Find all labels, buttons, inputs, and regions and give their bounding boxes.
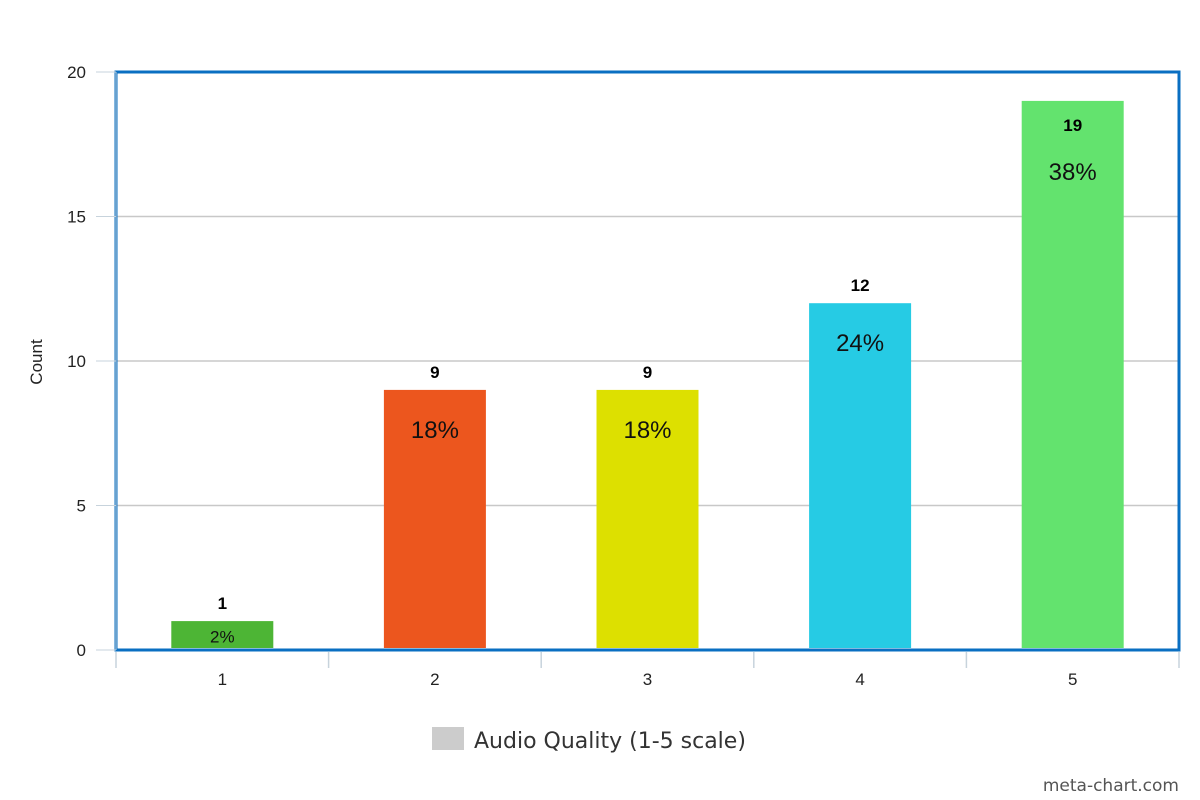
bar-3 [596, 389, 699, 648]
bar-percent-label: 2% [210, 628, 235, 647]
bar-1 [171, 621, 274, 648]
bar-percent-label: 18% [623, 417, 671, 444]
bar-5 [1021, 100, 1124, 648]
bars: 1 2% 9 18% 9 18% 12 24% 19 38% [171, 100, 1124, 648]
watermark: meta-chart.com [1043, 776, 1179, 796]
bar-percent-label: 24% [836, 330, 884, 357]
legend-swatch [432, 727, 464, 750]
bar-percent-label: 18% [411, 417, 459, 444]
bar-percent-label: 38% [1049, 159, 1097, 186]
y-tick-label: 20 [67, 63, 86, 82]
bar-4 [809, 303, 912, 648]
bar-count-label: 1 [218, 594, 227, 613]
bar-2 [383, 389, 486, 648]
y-axis-label: Count [27, 339, 46, 385]
x-tick-label: 5 [1068, 670, 1077, 689]
y-tick-label: 5 [77, 497, 86, 516]
y-tick-label: 15 [67, 208, 86, 227]
x-axis-ticks: 1 2 3 4 5 [115, 652, 1180, 689]
legend: Audio Quality (1-5 scale) [432, 727, 746, 754]
bar-count-label: 9 [643, 363, 652, 382]
x-tick-label: 3 [643, 670, 652, 689]
x-tick-label: 2 [430, 670, 439, 689]
y-tick-label: 0 [77, 641, 86, 660]
y-tick-label: 10 [67, 352, 86, 371]
legend-label: Audio Quality (1-5 scale) [474, 729, 746, 754]
y-axis-ticks: 0 5 10 15 20 [67, 63, 116, 660]
bar-count-label: 12 [851, 276, 870, 295]
bar-count-label: 19 [1063, 116, 1082, 135]
x-tick-label: 1 [218, 670, 227, 689]
x-tick-label: 4 [855, 670, 864, 689]
bar-count-label: 9 [430, 363, 439, 382]
